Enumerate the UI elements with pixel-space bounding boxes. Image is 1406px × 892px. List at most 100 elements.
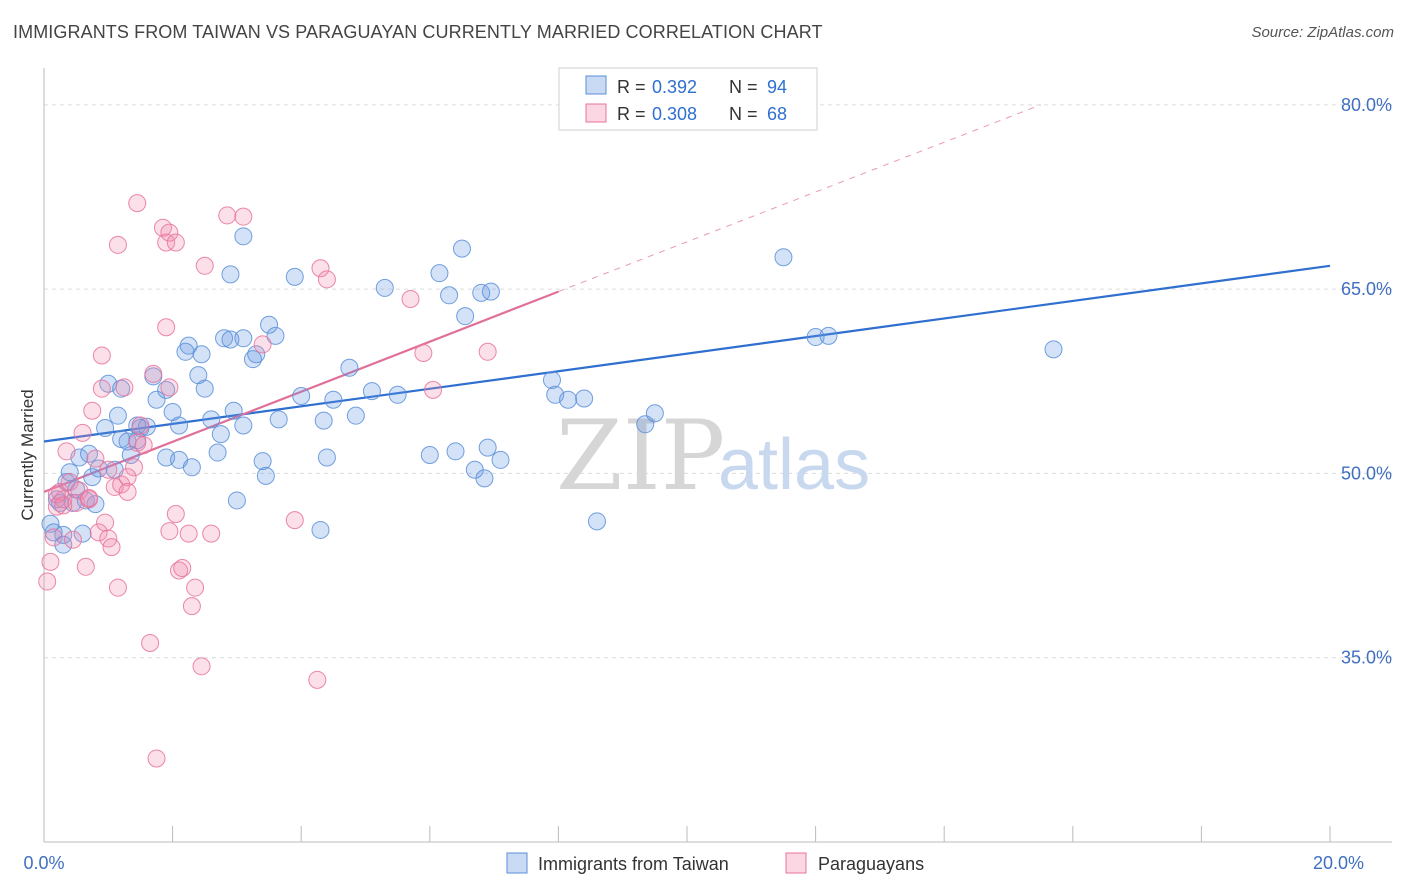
legend-swatch-paraguayans [585, 103, 607, 123]
tick-labels: 35.0% 50.0% 65.0% 80.0% 0.0% 20.0% [23, 95, 1392, 873]
point-paraguayan [192, 657, 211, 676]
data-points [38, 194, 1063, 768]
point-taiwan [542, 371, 561, 390]
point-paraguayan [112, 475, 131, 494]
point-taiwan [221, 330, 240, 349]
point-taiwan [54, 535, 73, 554]
legend-r-value-taiwan: 0.392 [652, 77, 697, 97]
y-tick-label: 50.0% [1341, 463, 1392, 483]
point-taiwan [247, 345, 266, 364]
watermark-atlas: atlas [718, 425, 870, 505]
point-taiwan [491, 450, 510, 469]
point-paraguayan [147, 749, 166, 768]
point-paraguayan [118, 468, 137, 487]
point-taiwan [375, 278, 394, 297]
point-paraguayan [99, 460, 118, 479]
point-paraguayan [92, 346, 111, 365]
point-paraguayan [285, 511, 304, 530]
legend-n-value-taiwan: 94 [767, 77, 787, 97]
y-axis-title: Currently Married [18, 389, 37, 520]
chart-title: IMMIGRANTS FROM TAIWAN VS PARAGUAYAN CUR… [13, 22, 823, 42]
point-paraguayan [128, 194, 147, 213]
trendline-taiwan [43, 264, 1331, 443]
point-taiwan [266, 326, 285, 345]
point-taiwan [208, 443, 227, 462]
point-paraguayan [76, 557, 95, 576]
point-paraguayan [41, 552, 60, 571]
point-taiwan [234, 329, 253, 348]
point-paraguayan [195, 256, 214, 275]
point-taiwan [774, 248, 793, 267]
point-paraguayan [83, 401, 102, 420]
point-taiwan [224, 401, 243, 420]
point-taiwan [192, 345, 211, 364]
point-paraguayan [308, 670, 327, 689]
point-paraguayan [134, 436, 153, 455]
point-paraguayan [253, 335, 272, 354]
point-taiwan [587, 512, 606, 531]
point-paraguayan [160, 223, 179, 242]
point-paraguayan [131, 416, 150, 435]
point-paraguayan [182, 597, 201, 616]
point-paraguayan [234, 207, 253, 226]
point-paraguayan [44, 528, 63, 547]
series-legend-label-paraguayans: Paraguayans [818, 854, 924, 874]
point-taiwan [157, 380, 176, 399]
point-taiwan [456, 307, 475, 326]
point-paraguayan [92, 379, 111, 398]
point-taiwan [446, 442, 465, 461]
point-taiwan [452, 239, 471, 258]
trendline-paraguayans-extension [558, 104, 1041, 293]
point-paraguayan [89, 523, 108, 542]
point-taiwan [420, 446, 439, 464]
point-taiwan [440, 286, 459, 305]
point-paraguayan [170, 561, 189, 580]
point-taiwan [346, 406, 365, 425]
legend-n-label-taiwan: N = [729, 77, 758, 97]
trendline-paraguayans [43, 290, 559, 493]
point-taiwan [559, 390, 578, 409]
point-taiwan [195, 379, 214, 398]
point-paraguayan [80, 489, 99, 507]
point-paraguayan [311, 259, 330, 278]
point-paraguayan [424, 380, 443, 399]
series-legend-swatch-taiwan [506, 852, 528, 874]
point-taiwan [170, 416, 189, 435]
point-taiwan [260, 315, 279, 334]
x-tick-label: 0.0% [23, 853, 64, 873]
point-paraguayan [160, 522, 179, 541]
point-taiwan [221, 265, 240, 284]
point-paraguayan [118, 482, 137, 501]
point-taiwan [324, 390, 343, 409]
series-legend-swatch-paraguayans [785, 852, 807, 874]
point-paraguayan [218, 206, 237, 225]
point-paraguayan [115, 378, 134, 397]
legend-box [558, 67, 818, 131]
trend-lines [43, 104, 1331, 493]
point-paraguayan [54, 496, 73, 515]
point-taiwan [234, 416, 253, 435]
point-paraguayan [96, 513, 115, 532]
point-paraguayan [108, 235, 127, 254]
point-taiwan [645, 404, 664, 423]
series-legend-label-taiwan: Immigrants from Taiwan [538, 854, 729, 874]
y-tick-label: 65.0% [1341, 279, 1392, 299]
point-paraguayan [125, 458, 144, 477]
legend-r-label-paraguayans: R = [617, 104, 646, 124]
point-paraguayan [144, 364, 163, 383]
point-taiwan [243, 350, 262, 369]
point-taiwan [292, 387, 311, 406]
point-paraguayan [38, 572, 57, 591]
point-taiwan [137, 417, 156, 436]
point-paraguayan [317, 270, 336, 289]
point-paraguayan [179, 524, 198, 543]
point-paraguayan [157, 233, 176, 252]
point-taiwan [179, 336, 198, 355]
point-taiwan [215, 329, 234, 348]
point-taiwan [202, 410, 221, 429]
point-paraguayan [186, 578, 205, 597]
point-paraguayan [157, 318, 176, 337]
point-taiwan [60, 463, 79, 482]
point-paraguayan [166, 504, 185, 523]
legend-n-value-paraguayans: 68 [767, 104, 787, 124]
